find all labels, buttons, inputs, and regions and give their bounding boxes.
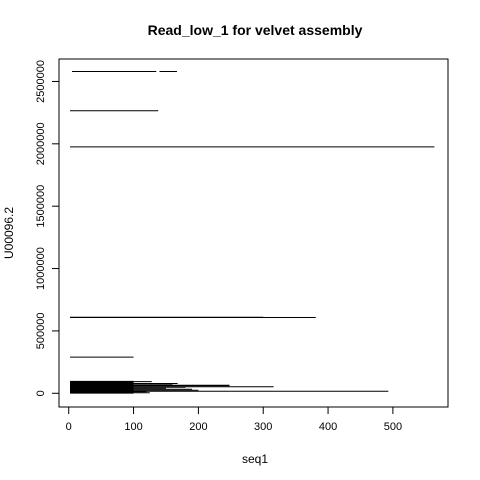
x-tick-label: 100: [124, 421, 142, 433]
y-tick-label: 1000000: [35, 247, 47, 290]
y-axis-label: U00096.2: [2, 207, 16, 259]
chart-title: Read_low_1 for velvet assembly: [148, 22, 363, 38]
y-axis: 0 500000 1000000 1500000 2000000 2500000: [35, 60, 60, 396]
x-axis: 0 100 200 300 400 500: [66, 406, 402, 433]
x-tick-label: 200: [189, 421, 207, 433]
y-tick-label: 0: [35, 390, 47, 396]
data-segments: [70, 70, 435, 394]
y-tick-label: 1500000: [35, 185, 47, 228]
x-tick-label: 400: [319, 421, 337, 433]
y-tick-label: 2000000: [35, 122, 47, 165]
y-tick-label: 2500000: [35, 60, 47, 103]
x-tick-label: 0: [66, 421, 72, 433]
y-tick-label: 500000: [35, 313, 47, 350]
x-tick-label: 500: [384, 421, 402, 433]
x-tick-label: 300: [254, 421, 272, 433]
x-axis-label: seq1: [242, 452, 268, 466]
